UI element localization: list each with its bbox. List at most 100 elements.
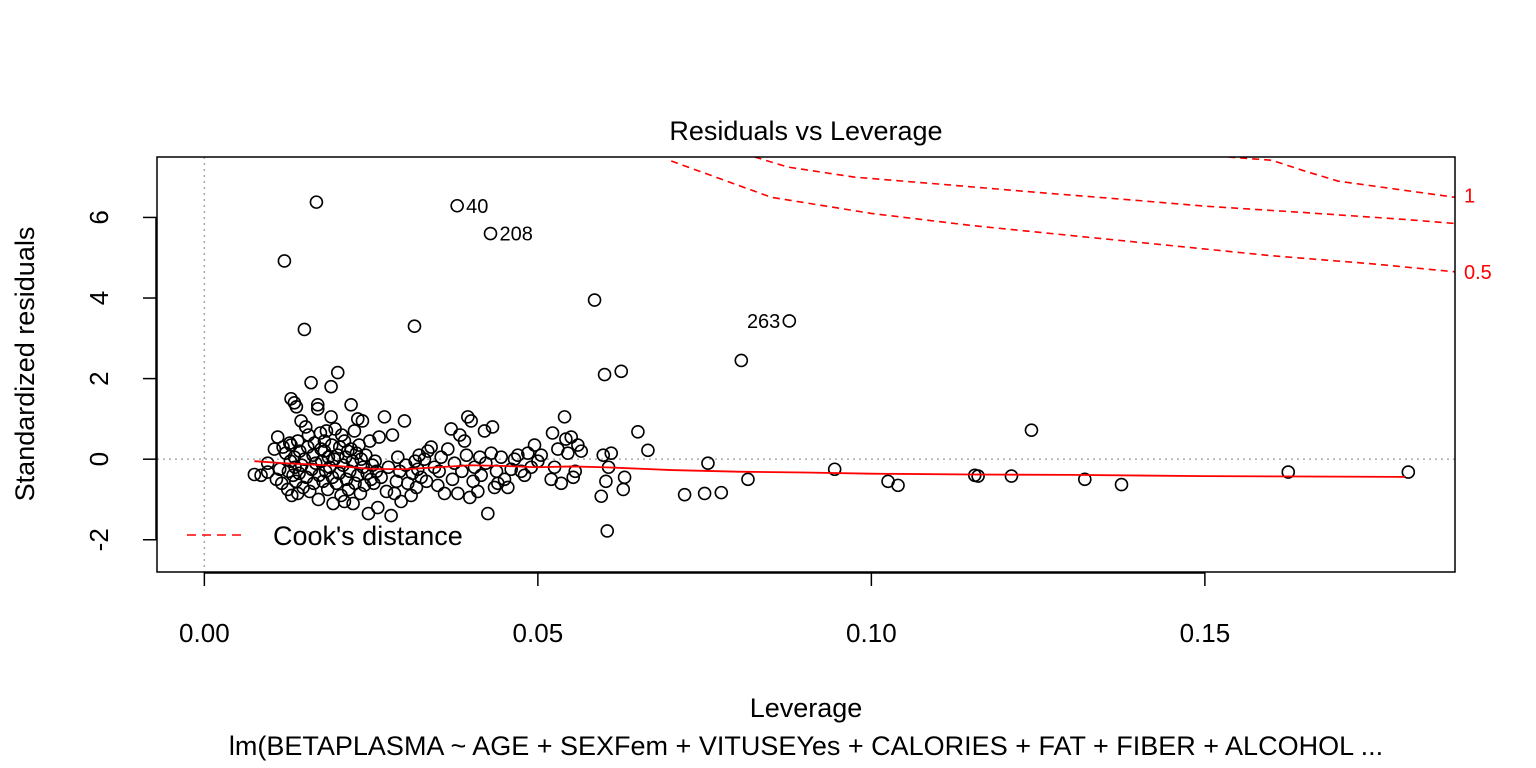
data-point	[457, 434, 472, 448]
data-point	[521, 446, 535, 460]
data-point	[292, 466, 306, 481]
data-point	[397, 414, 412, 428]
data-point	[461, 410, 475, 424]
point-label-263: 263	[747, 311, 780, 333]
x-tick-label: 0.10	[846, 618, 897, 648]
data-point	[310, 402, 325, 416]
data-point	[604, 446, 619, 460]
data-point	[455, 464, 469, 479]
data-point	[1004, 469, 1019, 483]
y-axis-label: Standardized residuals	[10, 227, 40, 502]
data-point	[381, 460, 396, 475]
data-point	[417, 452, 432, 466]
data-point	[387, 486, 402, 501]
cooks-level-label: 0.5	[1464, 262, 1492, 284]
data-point	[459, 448, 474, 462]
x-axis: 0.00 0.05 0.10 0.15	[179, 572, 1230, 648]
data-point	[487, 480, 502, 495]
data-point	[302, 484, 317, 499]
data-points	[247, 195, 1416, 538]
y-tick-label: 6	[84, 210, 114, 224]
cooks-level-label: 1	[1464, 185, 1475, 207]
data-point	[677, 487, 692, 502]
data-point	[494, 450, 508, 464]
data-point	[511, 448, 525, 462]
data-point	[254, 468, 268, 483]
data-point	[561, 446, 575, 460]
data-point	[534, 448, 548, 462]
data-point	[464, 414, 478, 428]
data-point	[324, 410, 338, 424]
model-caption: lm(BETAPLASMA ~ AGE + SEXFem + VITUSEYes…	[229, 731, 1383, 761]
data-point	[545, 426, 560, 440]
data-point	[445, 472, 460, 487]
data-point	[599, 474, 613, 489]
data-point	[424, 440, 438, 454]
cooks-curve-1-0	[754, 157, 1455, 225]
data-point	[284, 488, 299, 503]
data-point	[432, 464, 446, 479]
data-point	[485, 420, 500, 434]
data-point	[317, 434, 332, 448]
data-point	[463, 490, 477, 505]
data-point	[1114, 477, 1129, 492]
data-point	[267, 442, 282, 456]
data-point	[313, 426, 328, 440]
data-point	[276, 440, 290, 454]
data-point	[304, 375, 318, 390]
data-point	[734, 353, 749, 368]
x-axis-label: Leverage	[750, 693, 863, 723]
data-point	[554, 476, 569, 491]
cooks-level-labels: 10.5	[1464, 185, 1492, 284]
cooks-distance-curves	[670, 157, 1455, 273]
data-point	[568, 464, 583, 479]
cooks-curve-0-5-2	[670, 160, 1455, 273]
data-point	[355, 414, 370, 428]
data-point	[297, 322, 312, 337]
data-point	[471, 484, 485, 499]
x-tick-label: 0.05	[513, 618, 564, 648]
data-point	[631, 424, 645, 439]
data-point	[614, 364, 629, 379]
data-point	[358, 448, 373, 462]
data-point	[277, 254, 292, 268]
data-point	[282, 436, 297, 450]
data-point	[421, 444, 435, 458]
data-point	[701, 456, 715, 471]
data-point	[322, 460, 337, 475]
x-tick-label: 0.00	[179, 618, 230, 648]
y-axis: -2 0 2 4 6	[84, 210, 157, 551]
data-point	[1024, 423, 1039, 437]
plot-frame	[156, 156, 1456, 573]
y-tick-label: -2	[84, 528, 114, 551]
data-point	[368, 454, 382, 468]
data-point	[347, 424, 362, 438]
y-tick-label: 4	[84, 291, 114, 305]
data-point	[384, 508, 398, 523]
data-point	[497, 472, 512, 487]
data-point	[390, 450, 405, 464]
point-label-40: 40	[466, 196, 488, 218]
data-point	[374, 470, 388, 485]
data-point	[286, 468, 300, 483]
x-tick-label: 0.15	[1180, 618, 1231, 648]
data-point	[527, 438, 542, 452]
data-point	[594, 489, 609, 504]
data-point	[451, 486, 465, 501]
data-point	[564, 430, 579, 444]
data-point	[697, 486, 712, 501]
data-point	[574, 444, 589, 458]
y-tick-label: 0	[84, 452, 114, 466]
data-point	[298, 420, 313, 434]
data-point	[353, 486, 368, 501]
data-point	[557, 410, 572, 424]
data-point	[319, 424, 334, 438]
data-point	[827, 462, 842, 477]
data-point	[450, 198, 464, 213]
legend-label: Cook's distance	[273, 521, 463, 551]
data-point	[361, 506, 376, 521]
data-point	[474, 468, 488, 483]
data-point	[441, 442, 455, 456]
data-point	[971, 469, 985, 483]
